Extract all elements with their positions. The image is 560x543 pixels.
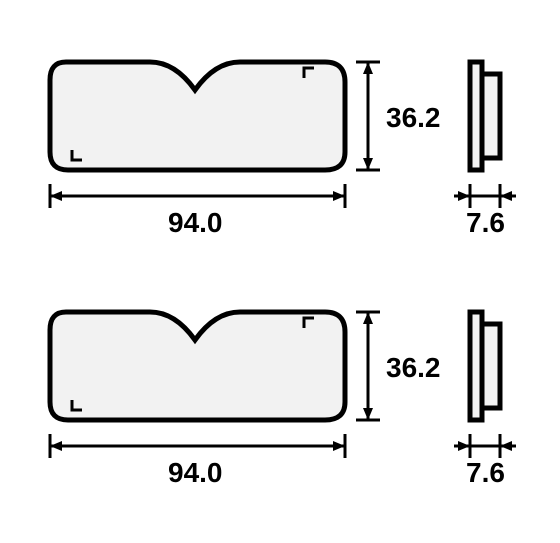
pad-2-thickness-dimension: 7.6 [454, 434, 516, 488]
brake-pad-dimension-diagram: 36.2 94.0 7.6 36.2 [0, 0, 560, 543]
pad-2-height-dimension: 36.2 [356, 312, 441, 420]
pad-1-thickness-label: 7.6 [466, 207, 505, 238]
pad-1-width-label: 94.0 [168, 207, 223, 238]
pad-1-width-dimension: 94.0 [50, 184, 345, 238]
pad-2-front [50, 312, 345, 420]
pad-2-height-label: 36.2 [386, 352, 441, 383]
pad-2-width-dimension: 94.0 [50, 434, 345, 488]
pad-1-front [50, 62, 345, 170]
pad-1-thickness-dimension: 7.6 [454, 184, 516, 238]
pad-2-width-label: 94.0 [168, 457, 223, 488]
pad-1-height-dimension: 36.2 [356, 62, 441, 170]
diagram-svg: 36.2 94.0 7.6 36.2 [0, 0, 560, 543]
pad-2-side [470, 312, 500, 420]
pad-1-side [470, 62, 500, 170]
pad-1-height-label: 36.2 [386, 102, 441, 133]
pad-2-thickness-label: 7.6 [466, 457, 505, 488]
